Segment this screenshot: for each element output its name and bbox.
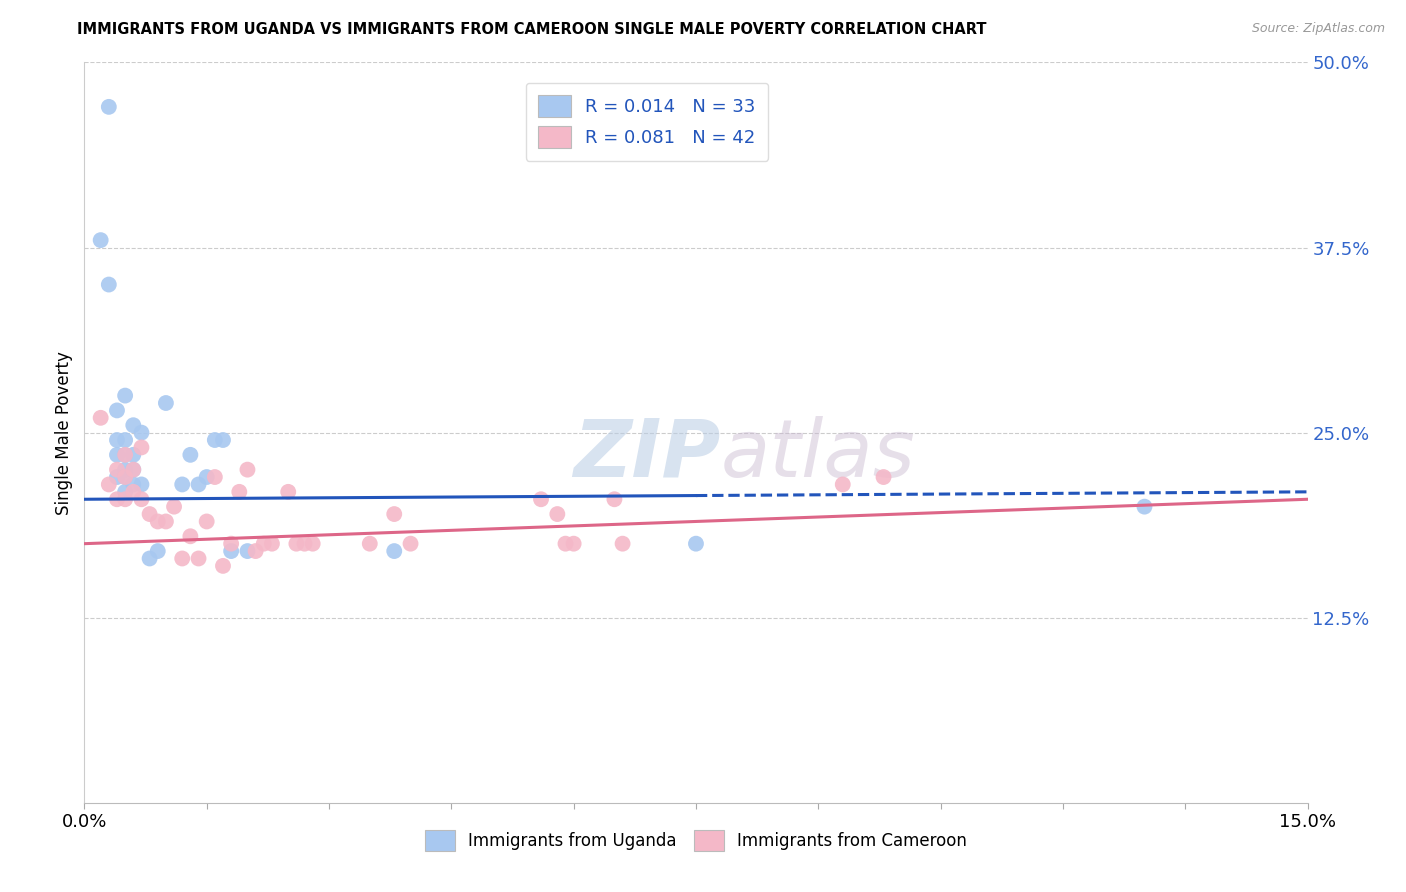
Point — [105, 433, 128, 447]
Point — [146, 544, 169, 558]
Point — [204, 470, 226, 484]
Point — [212, 558, 235, 573]
Point — [612, 536, 634, 550]
Point — [301, 536, 323, 550]
Point — [253, 536, 276, 550]
Point — [114, 492, 136, 507]
Point — [382, 544, 405, 558]
Point — [105, 492, 128, 507]
Point — [245, 544, 267, 558]
Point — [155, 515, 177, 529]
Point — [204, 433, 226, 447]
Legend: Immigrants from Uganda, Immigrants from Cameroon: Immigrants from Uganda, Immigrants from … — [419, 823, 973, 857]
Point — [399, 536, 422, 550]
Point — [114, 470, 136, 484]
Text: atlas: atlas — [720, 416, 915, 494]
Point — [122, 462, 145, 476]
Point — [831, 477, 853, 491]
Point — [122, 484, 145, 499]
Point — [685, 536, 707, 550]
Point — [277, 484, 299, 499]
Point — [114, 462, 136, 476]
Point — [114, 433, 136, 447]
Point — [97, 477, 120, 491]
Point — [179, 448, 201, 462]
Text: ZIP: ZIP — [574, 416, 720, 494]
Point — [122, 462, 145, 476]
Point — [105, 462, 128, 476]
Point — [105, 470, 128, 484]
Point — [90, 233, 112, 247]
Point — [131, 441, 153, 455]
Y-axis label: Single Male Poverty: Single Male Poverty — [55, 351, 73, 515]
Point — [131, 477, 153, 491]
Text: IMMIGRANTS FROM UGANDA VS IMMIGRANTS FROM CAMEROON SINGLE MALE POVERTY CORRELATI: IMMIGRANTS FROM UGANDA VS IMMIGRANTS FRO… — [77, 22, 987, 37]
Point — [603, 492, 626, 507]
Point — [122, 448, 145, 462]
Point — [155, 396, 177, 410]
Point — [114, 448, 136, 462]
Point — [260, 536, 283, 550]
Point — [236, 462, 259, 476]
Point — [172, 477, 194, 491]
Point — [105, 403, 128, 417]
Point — [97, 100, 120, 114]
Point — [554, 536, 576, 550]
Point — [105, 448, 128, 462]
Point — [872, 470, 894, 484]
Point — [294, 536, 316, 550]
Point — [114, 484, 136, 499]
Point — [382, 507, 405, 521]
Point — [219, 536, 242, 550]
Point — [359, 536, 381, 550]
Point — [179, 529, 201, 543]
Point — [138, 507, 160, 521]
Point — [138, 551, 160, 566]
Point — [1133, 500, 1156, 514]
Point — [562, 536, 585, 550]
Point — [195, 470, 218, 484]
Point — [122, 418, 145, 433]
Point — [236, 544, 259, 558]
Point — [172, 551, 194, 566]
Point — [131, 425, 153, 440]
Point — [114, 448, 136, 462]
Point — [228, 484, 250, 499]
Point — [131, 492, 153, 507]
Point — [97, 277, 120, 292]
Point — [90, 410, 112, 425]
Point — [285, 536, 308, 550]
Point — [219, 544, 242, 558]
Point — [114, 388, 136, 402]
Point — [163, 500, 186, 514]
Point — [187, 477, 209, 491]
Point — [530, 492, 553, 507]
Point — [122, 477, 145, 491]
Point — [146, 515, 169, 529]
Point — [546, 507, 568, 521]
Point — [212, 433, 235, 447]
Point — [114, 470, 136, 484]
Text: Source: ZipAtlas.com: Source: ZipAtlas.com — [1251, 22, 1385, 36]
Point — [195, 515, 218, 529]
Point — [187, 551, 209, 566]
